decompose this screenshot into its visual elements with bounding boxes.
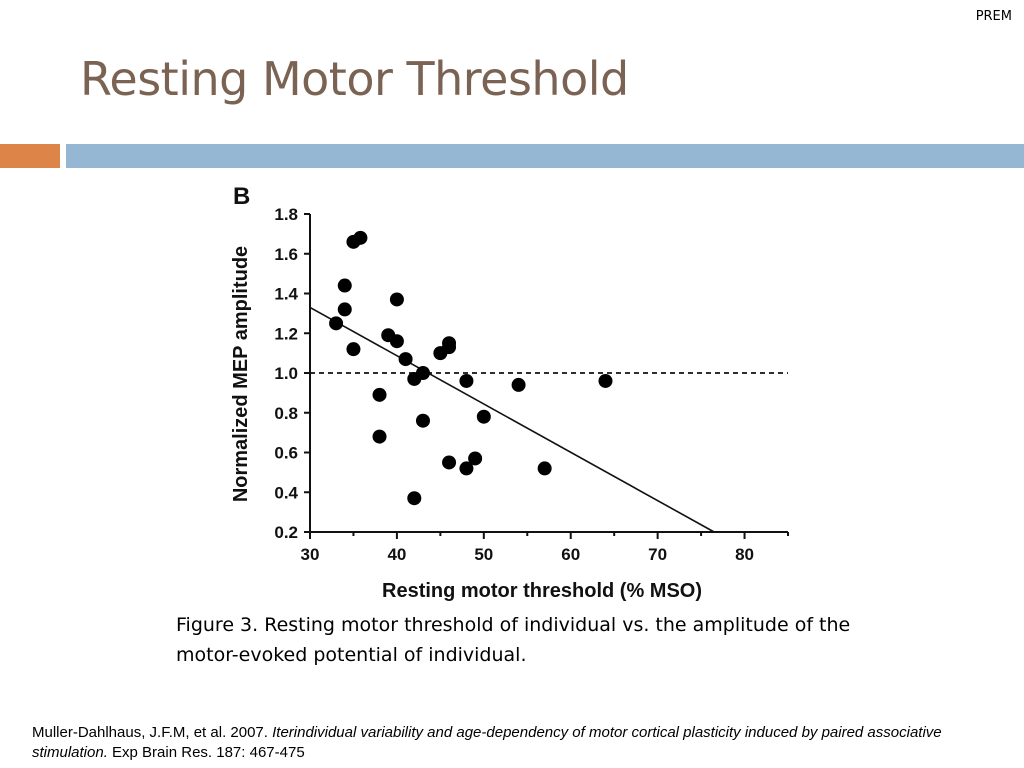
- scatter-chart: B 0.2 0.4 0.6 0.8 1.0 1.2 1.4 1.6 1.8 30 40 50 60 70 8…: [230, 183, 789, 602]
- trend-line-layer: [309, 306, 715, 533]
- x-tick-label: 30: [301, 545, 320, 564]
- y-tick-label: 0.6: [274, 444, 298, 463]
- data-point: [442, 455, 457, 470]
- data-point: [511, 377, 526, 392]
- citation-authors: Muller-Dahlhaus, J.F.M, et al. 2007.: [32, 724, 273, 741]
- x-tick-label: 50: [474, 545, 493, 564]
- y-tick-label: 0.8: [274, 404, 298, 423]
- x-tick-label: 40: [387, 545, 406, 564]
- citation-source: Exp Brain Res. 187: 467-475: [107, 744, 305, 761]
- header-tag: PREM: [975, 9, 1012, 24]
- y-tick-label: 1.4: [274, 285, 298, 304]
- y-axis-label: Normalized MEP amplitude: [230, 246, 252, 502]
- x-axis-label: Resting motor threshold (% MSO): [382, 580, 702, 602]
- data-point: [346, 342, 361, 357]
- data-point: [389, 334, 404, 349]
- panel-label: B: [233, 183, 250, 210]
- regression-line: [309, 306, 715, 533]
- citation-title: Iterindividual variability and age-depen…: [32, 724, 942, 761]
- data-point: [468, 451, 483, 466]
- data-point: [372, 429, 387, 444]
- axes: [304, 213, 789, 539]
- data-point: [337, 278, 352, 293]
- x-tick-label: 80: [735, 545, 754, 564]
- y-tick-label: 0.2: [274, 523, 298, 542]
- data-point: [442, 336, 457, 351]
- figure-caption: Figure 3. Resting motor threshold of ind…: [176, 614, 851, 666]
- data-point: [407, 371, 422, 386]
- data-points: [329, 230, 613, 506]
- y-tick-label: 1.8: [274, 205, 298, 224]
- y-tick-label: 1.0: [274, 364, 298, 383]
- data-point: [329, 316, 344, 331]
- y-tick-label: 1.2: [274, 324, 298, 343]
- tick-labels: 0.2 0.4 0.6 0.8 1.0 1.2 1.4 1.6 1.8 30 40 50 60 70 80: [274, 205, 754, 564]
- data-point: [372, 387, 387, 402]
- data-point: [537, 461, 552, 476]
- data-point: [415, 413, 430, 428]
- y-tick-label: 0.4: [274, 483, 298, 502]
- data-point: [407, 491, 422, 506]
- data-point: [398, 352, 413, 367]
- data-point: [337, 302, 352, 317]
- citation: Muller-Dahlhaus, J.F.M, et al. 2007. Ite…: [32, 723, 1012, 763]
- divider-bar: [66, 144, 1024, 168]
- x-tick-label: 70: [648, 545, 667, 564]
- y-tick-label: 1.6: [274, 245, 298, 264]
- x-tick-label: 60: [561, 545, 580, 564]
- slide-title: Resting Motor Threshold: [80, 52, 629, 106]
- data-point: [598, 373, 613, 388]
- data-point: [459, 373, 474, 388]
- data-point: [476, 409, 491, 424]
- data-point: [353, 230, 368, 245]
- data-point: [459, 461, 474, 476]
- accent-bar: [0, 144, 60, 168]
- data-point: [389, 292, 404, 307]
